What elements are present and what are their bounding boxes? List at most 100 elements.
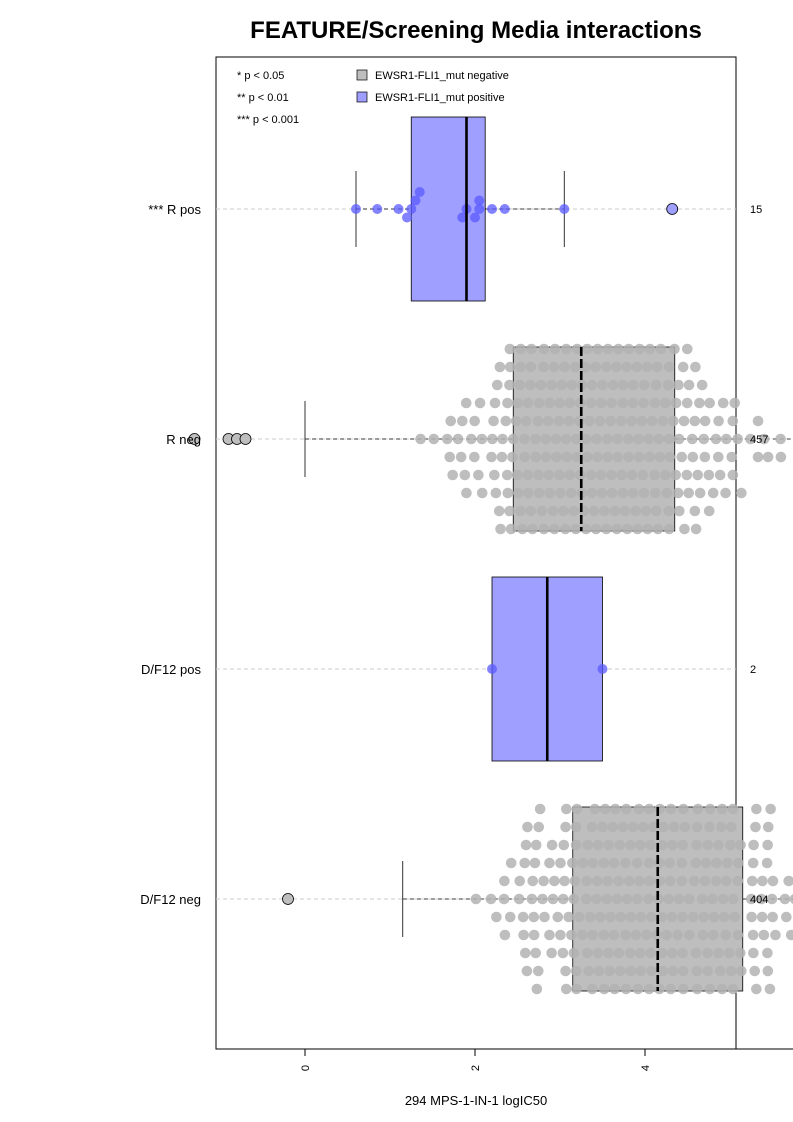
data-point — [583, 965, 595, 977]
data-point — [673, 433, 685, 445]
data-point — [501, 469, 513, 481]
data-point — [750, 821, 761, 833]
data-point — [566, 379, 578, 391]
data-point — [613, 947, 625, 959]
data-point — [766, 893, 778, 905]
data-point — [681, 469, 693, 481]
data-point — [570, 821, 582, 833]
data-point — [640, 505, 652, 517]
data-point — [560, 343, 572, 355]
data-point — [584, 415, 595, 427]
data-point — [602, 343, 614, 355]
data-point — [513, 893, 525, 905]
data-point — [683, 893, 695, 905]
group-count: 457 — [750, 434, 768, 446]
data-point — [444, 451, 456, 463]
data-point — [734, 947, 746, 959]
data-point — [559, 875, 570, 887]
data-point — [621, 361, 632, 373]
data-point — [585, 469, 597, 481]
outlier-point — [282, 893, 294, 905]
data-point — [762, 947, 773, 959]
data-point — [505, 857, 517, 869]
data-point — [529, 857, 541, 869]
data-point — [677, 947, 688, 959]
data-point — [748, 839, 759, 851]
data-point — [657, 839, 668, 851]
data-point — [721, 875, 732, 887]
data-point — [762, 821, 774, 833]
data-point — [635, 965, 646, 977]
data-point — [670, 397, 682, 409]
data-point — [732, 929, 744, 941]
data-point — [767, 911, 778, 923]
data-point — [694, 397, 705, 409]
data-point — [672, 929, 684, 941]
data-point — [558, 505, 569, 517]
data-point — [650, 379, 662, 391]
data-point — [676, 451, 688, 463]
data-point — [667, 965, 679, 977]
data-point — [514, 379, 526, 391]
data-point — [603, 947, 614, 959]
data-point — [683, 379, 695, 391]
data-point — [563, 911, 575, 923]
data-point — [699, 875, 711, 887]
data-point — [497, 433, 508, 445]
data-point — [644, 875, 655, 887]
data-point — [664, 875, 676, 887]
data-point — [570, 839, 582, 851]
data-point — [414, 187, 425, 197]
group-count: 15 — [750, 204, 762, 216]
data-point — [758, 929, 770, 941]
group-1: R neg 457 — [166, 343, 793, 535]
data-point — [729, 397, 741, 409]
data-point — [493, 505, 505, 517]
data-point — [544, 397, 556, 409]
groups-layer: *** R pos 15 R neg 457 D/F12 pos 2 D/F12 neg 40… — [140, 116, 793, 995]
data-point — [620, 857, 631, 869]
data-point — [597, 821, 608, 833]
data-point — [592, 839, 604, 851]
data-point — [710, 875, 722, 887]
data-point — [351, 204, 361, 214]
data-point — [715, 821, 727, 833]
data-point — [630, 929, 642, 941]
data-point — [700, 857, 712, 869]
data-point — [712, 451, 724, 463]
data-point — [570, 523, 582, 535]
data-point — [649, 397, 661, 409]
data-point — [649, 469, 660, 481]
data-point — [634, 875, 645, 887]
data-point — [707, 893, 718, 905]
data-point — [613, 343, 624, 355]
significance-legend: * p < 0.05 ** p < 0.01 *** p < 0.001 — [237, 70, 299, 126]
data-point — [582, 947, 593, 959]
data-point — [614, 839, 625, 851]
group-count: 2 — [750, 664, 756, 676]
data-point — [571, 983, 582, 995]
data-point — [504, 343, 516, 355]
data-point — [581, 893, 592, 905]
data-point — [596, 487, 608, 499]
data-point — [663, 433, 675, 445]
data-point — [654, 875, 665, 887]
data-point — [465, 433, 477, 445]
data-point — [553, 415, 565, 427]
data-point — [712, 947, 724, 959]
data-point — [519, 857, 531, 869]
data-point — [747, 857, 759, 869]
data-point — [762, 451, 774, 463]
data-point — [512, 469, 523, 481]
data-point — [487, 204, 497, 214]
data-point — [789, 894, 793, 904]
data-point — [677, 911, 688, 923]
data-point — [663, 505, 675, 517]
data-point — [652, 361, 663, 373]
data-point — [555, 487, 566, 499]
data-point — [476, 487, 488, 499]
data-point — [764, 983, 776, 995]
data-point — [654, 803, 666, 815]
data-point — [661, 929, 673, 941]
data-point — [494, 361, 506, 373]
